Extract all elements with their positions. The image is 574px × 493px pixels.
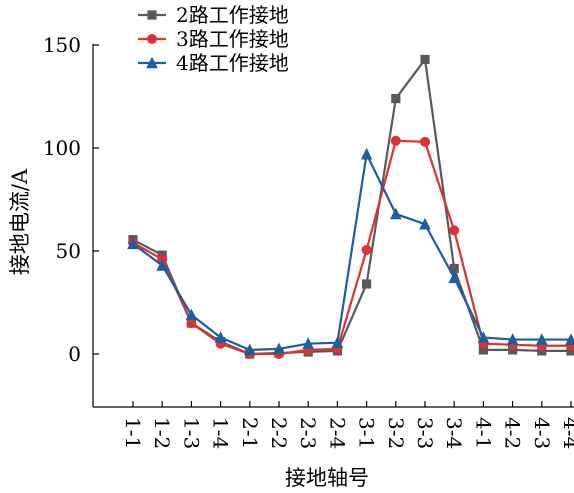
series-layer bbox=[127, 54, 574, 359]
series-marker bbox=[156, 259, 168, 271]
series-marker bbox=[391, 93, 401, 104]
x-tick-label: 3-4 bbox=[442, 417, 466, 449]
y-tick-label: 50 bbox=[56, 239, 81, 263]
x-tick-label: 2-3 bbox=[296, 417, 320, 449]
series-circle bbox=[128, 135, 574, 359]
series-marker bbox=[244, 343, 256, 356]
series-marker bbox=[419, 217, 431, 230]
y-tick-label: 0 bbox=[68, 342, 81, 366]
x-tick-label: 4-2 bbox=[501, 417, 525, 449]
legend-label: 4路工作接地 bbox=[176, 51, 289, 75]
y-axis-title: 接地电流/A bbox=[8, 168, 32, 275]
series-marker bbox=[536, 333, 548, 345]
x-tick-label: 3-2 bbox=[384, 417, 408, 449]
series-line bbox=[132, 139, 571, 356]
series-marker bbox=[477, 331, 490, 343]
series-line bbox=[132, 58, 571, 356]
series-marker bbox=[302, 337, 314, 349]
x-tick-label: 1-1 bbox=[121, 417, 145, 449]
series-square bbox=[128, 54, 574, 359]
series-marker bbox=[147, 10, 157, 20]
legend-label: 2路工作接地 bbox=[176, 3, 289, 27]
x-tick-label: 1-4 bbox=[209, 417, 233, 449]
legend-label: 3路工作接地 bbox=[176, 27, 289, 51]
x-tick-label: 3-1 bbox=[355, 417, 379, 449]
series-marker bbox=[214, 331, 227, 343]
series-marker bbox=[362, 279, 372, 289]
series-marker bbox=[449, 263, 459, 274]
series-marker bbox=[361, 244, 372, 255]
series-marker bbox=[420, 136, 430, 147]
legend-entry: 4路工作接地 bbox=[138, 51, 289, 75]
legend-entry: 2路工作接地 bbox=[138, 3, 289, 27]
series-marker bbox=[127, 237, 139, 250]
series-marker bbox=[360, 147, 373, 160]
x-tick-label: 1-3 bbox=[179, 417, 203, 449]
x-tick-label: 2-1 bbox=[238, 417, 262, 449]
series-marker bbox=[449, 225, 460, 236]
y-tick-label: 100 bbox=[43, 136, 81, 160]
series-marker bbox=[478, 345, 488, 355]
x-tick-label: 4-4 bbox=[559, 417, 574, 449]
series-marker bbox=[185, 308, 198, 321]
series-line bbox=[132, 153, 571, 351]
series-triangle bbox=[127, 147, 574, 356]
x-tick-label: 2-2 bbox=[267, 417, 291, 449]
x-tick-label: 2-4 bbox=[325, 417, 349, 449]
series-marker bbox=[537, 346, 547, 356]
series-marker bbox=[448, 271, 460, 284]
series-marker bbox=[147, 34, 157, 44]
x-tick-label: 3-3 bbox=[413, 417, 437, 449]
series-marker bbox=[390, 207, 402, 220]
series-marker bbox=[146, 56, 158, 69]
series-marker bbox=[390, 135, 401, 146]
series-marker bbox=[186, 318, 197, 329]
x-tick-label: 4-1 bbox=[471, 417, 495, 449]
series-marker bbox=[331, 336, 344, 348]
series-marker bbox=[506, 333, 519, 345]
series-marker bbox=[566, 346, 574, 356]
series-marker bbox=[420, 54, 430, 65]
series-marker bbox=[273, 342, 285, 355]
series-marker bbox=[508, 345, 518, 355]
x-tick-label: 1-2 bbox=[150, 417, 174, 449]
series-marker bbox=[565, 333, 574, 345]
x-axis-title: 接地轴号 bbox=[285, 466, 369, 490]
y-tick-label: 150 bbox=[43, 33, 81, 57]
legend-entry: 3路工作接地 bbox=[138, 27, 289, 51]
x-tick-label: 4-3 bbox=[530, 417, 554, 449]
